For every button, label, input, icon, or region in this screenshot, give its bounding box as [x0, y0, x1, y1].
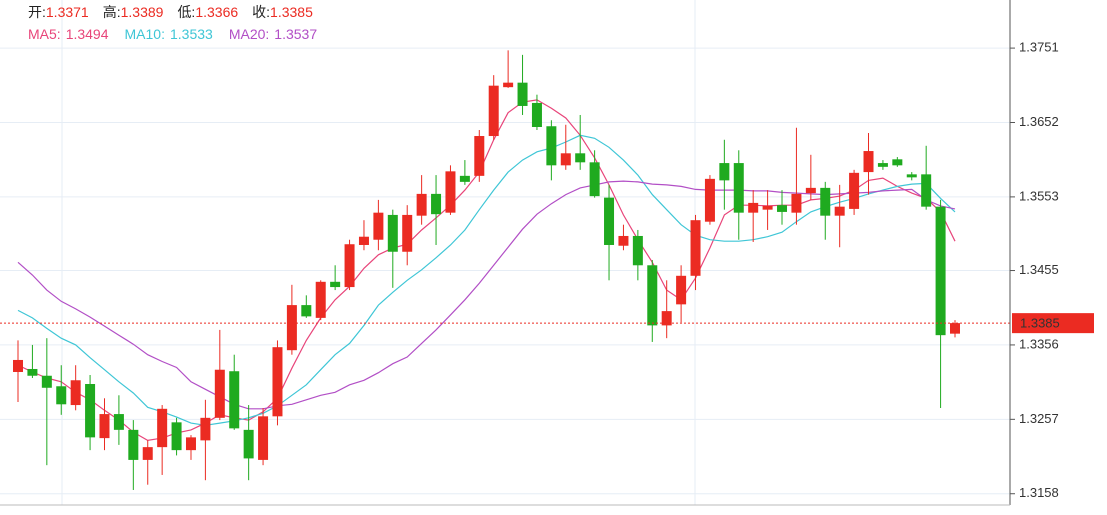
header-value: 1.3371: [46, 4, 89, 20]
candle-body: [459, 175, 470, 182]
candle-body: [200, 417, 211, 441]
candle-body: [142, 447, 153, 460]
candle-body: [344, 244, 355, 288]
candle-body: [921, 174, 932, 207]
header-label: 高:: [103, 4, 121, 20]
header-value: 1.3385: [270, 4, 313, 20]
price-tag-label: 1.3385: [1020, 316, 1060, 331]
candle-body: [113, 414, 124, 430]
candle-body: [85, 384, 96, 438]
legend-value: 1.3533: [170, 26, 213, 42]
candle-body: [935, 206, 946, 336]
candles: [13, 50, 960, 490]
y-tick-label: 1.3652: [1019, 114, 1059, 129]
price-tag: [1012, 313, 1094, 334]
ma-line: [17, 180, 956, 410]
y-tick-label: 1.3553: [1019, 188, 1059, 203]
candle-body: [286, 305, 297, 351]
candle-body: [849, 172, 860, 209]
legend-name: MA20:: [229, 26, 269, 42]
candle-body: [258, 416, 269, 460]
y-tick-label: 1.3356: [1019, 336, 1059, 351]
candle-body: [358, 236, 369, 245]
candle-body: [676, 275, 687, 305]
candle-body: [229, 371, 240, 429]
legend-value: 1.3494: [66, 26, 109, 42]
candle-body: [402, 214, 413, 252]
candle-body: [719, 163, 730, 181]
ma-legend: MA5: 1.3494 MA10: 1.3533 MA20: 1.3537: [28, 26, 317, 42]
overlay: 1.3385: [0, 313, 1094, 334]
y-tick-label: 1.3751: [1019, 40, 1059, 55]
ma-line: [17, 134, 956, 426]
candle-body: [373, 212, 384, 240]
candle-body: [834, 206, 845, 216]
candle-body: [531, 102, 542, 128]
candle-body: [604, 197, 615, 245]
candle-body: [431, 193, 442, 215]
candle-body: [690, 220, 701, 276]
candle-body: [214, 369, 225, 418]
candle-body: [892, 159, 903, 166]
candle-body: [647, 265, 658, 326]
legend-name: MA5:: [28, 26, 61, 42]
ohlc-header: 开:1.3371 高:1.3389 低:1.3366 收:1.3385: [28, 4, 313, 20]
candle-body: [733, 163, 744, 213]
candle-body: [128, 429, 139, 460]
candle-body: [950, 323, 960, 334]
candle-body: [517, 82, 528, 106]
candle-body: [575, 153, 586, 163]
candle-body: [387, 214, 398, 252]
candle-body: [27, 368, 38, 376]
candle-body: [618, 235, 629, 246]
candle-body: [560, 153, 571, 166]
candle-body: [906, 174, 917, 178]
candle-body: [863, 151, 874, 173]
candle-body: [315, 281, 326, 318]
legend-value: 1.3537: [274, 26, 317, 42]
candle-body: [777, 205, 788, 212]
header-label: 低:: [177, 4, 195, 20]
legend-name: MA10:: [125, 26, 165, 42]
candle-body: [243, 429, 254, 459]
candle-body: [748, 202, 759, 213]
candle-body: [503, 82, 514, 88]
candle-body: [272, 347, 283, 417]
candle-body: [56, 386, 67, 405]
candle-body: [330, 281, 341, 288]
candle-body: [704, 178, 715, 222]
header-value: 1.3366: [195, 4, 238, 20]
y-tick-label: 1.3257: [1019, 411, 1059, 426]
candle-body: [488, 85, 499, 137]
candle-body: [416, 193, 427, 216]
candle-body: [157, 408, 168, 448]
y-tick-label: 1.3455: [1019, 262, 1059, 277]
candle-body: [13, 359, 23, 372]
header-label: 收:: [252, 4, 270, 20]
candle-body: [41, 375, 52, 388]
candle-body: [589, 162, 600, 197]
candle-body: [877, 163, 888, 167]
candle-body: [762, 205, 773, 210]
candle-body: [661, 311, 672, 326]
candle-body: [445, 171, 456, 213]
candle-body: [301, 305, 312, 317]
candle-body: [185, 437, 196, 451]
candle-body: [805, 187, 816, 194]
candle-body: [820, 187, 831, 216]
y-tick-label: 1.3158: [1019, 485, 1059, 500]
candle-body: [99, 414, 110, 439]
candle-body: [632, 235, 643, 266]
candle-body: [171, 422, 182, 451]
candle-body: [70, 380, 81, 406]
candle-body: [474, 136, 485, 176]
grid: [0, 47, 1015, 495]
header-label: 开:: [28, 4, 46, 20]
candle-body: [791, 193, 802, 213]
header-value: 1.3389: [121, 4, 164, 20]
candle-body: [546, 126, 557, 166]
